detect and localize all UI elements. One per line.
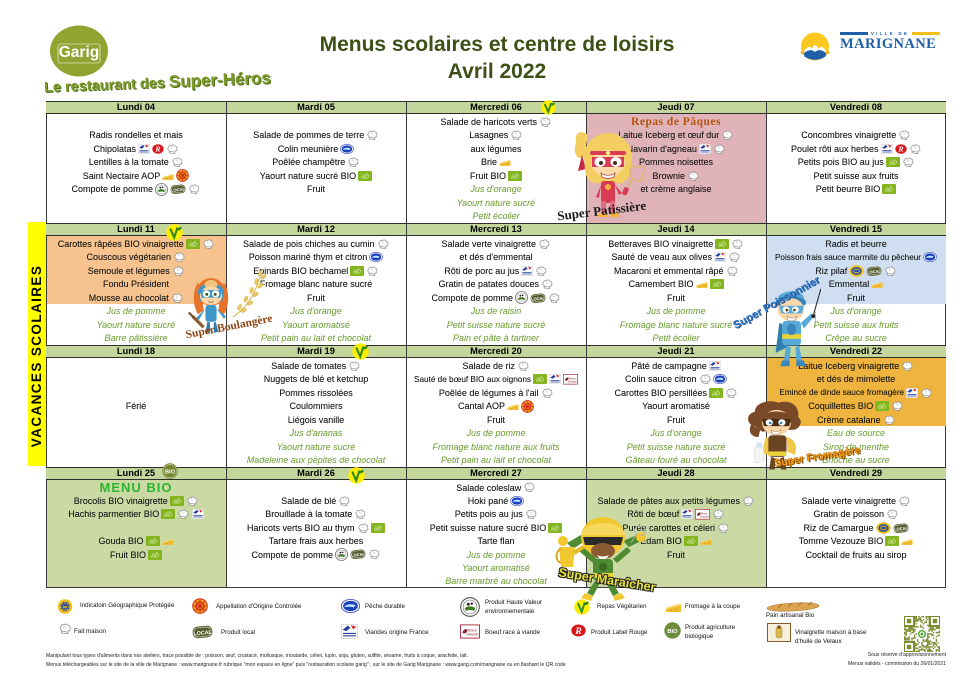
svg-text:LOCAL: LOCAL xyxy=(193,630,213,638)
svg-text:Viande: Viande xyxy=(700,515,710,519)
svg-text:LOCAL: LOCAL xyxy=(171,186,186,192)
svg-text:ab: ab xyxy=(173,499,181,506)
svg-text:ab: ab xyxy=(536,377,544,384)
svg-text:ab: ab xyxy=(888,539,896,546)
svg-text:LOCAL: LOCAL xyxy=(867,268,882,274)
svg-text:Race: Race xyxy=(468,628,478,633)
svg-text:ab: ab xyxy=(889,160,897,167)
svg-text:ab: ab xyxy=(361,173,369,180)
svg-text:R: R xyxy=(154,144,160,153)
svg-text:Garig: Garig xyxy=(59,44,99,61)
svg-text:Race: Race xyxy=(569,376,576,380)
svg-text:LOCAL: LOCAL xyxy=(351,552,366,558)
svg-text:R: R xyxy=(574,626,582,637)
svg-text:ab: ab xyxy=(713,282,721,289)
svg-text:ab: ab xyxy=(151,552,159,559)
svg-text:BIO: BIO xyxy=(165,470,176,476)
svg-text:ab: ab xyxy=(551,525,559,532)
svg-text:Race: Race xyxy=(701,511,708,515)
svg-text:Viande: Viande xyxy=(466,632,479,637)
svg-text:ab: ab xyxy=(189,241,197,248)
svg-text:ab: ab xyxy=(878,404,886,411)
svg-text:ab: ab xyxy=(687,539,695,546)
svg-text:R: R xyxy=(897,144,903,153)
svg-text:ab: ab xyxy=(718,241,726,248)
svg-text:Viande: Viande xyxy=(568,379,578,383)
svg-text:BIO: BIO xyxy=(667,629,678,635)
svg-text:LOCAL: LOCAL xyxy=(893,525,908,531)
svg-text:ab: ab xyxy=(374,525,382,532)
svg-text:ab: ab xyxy=(885,187,893,194)
svg-text:ab: ab xyxy=(149,539,157,546)
svg-text:ab: ab xyxy=(511,173,519,180)
svg-text:ab: ab xyxy=(712,390,720,397)
svg-text:LOCAL: LOCAL xyxy=(531,295,546,301)
svg-text:ab: ab xyxy=(353,268,361,275)
svg-text:ab: ab xyxy=(164,512,172,519)
